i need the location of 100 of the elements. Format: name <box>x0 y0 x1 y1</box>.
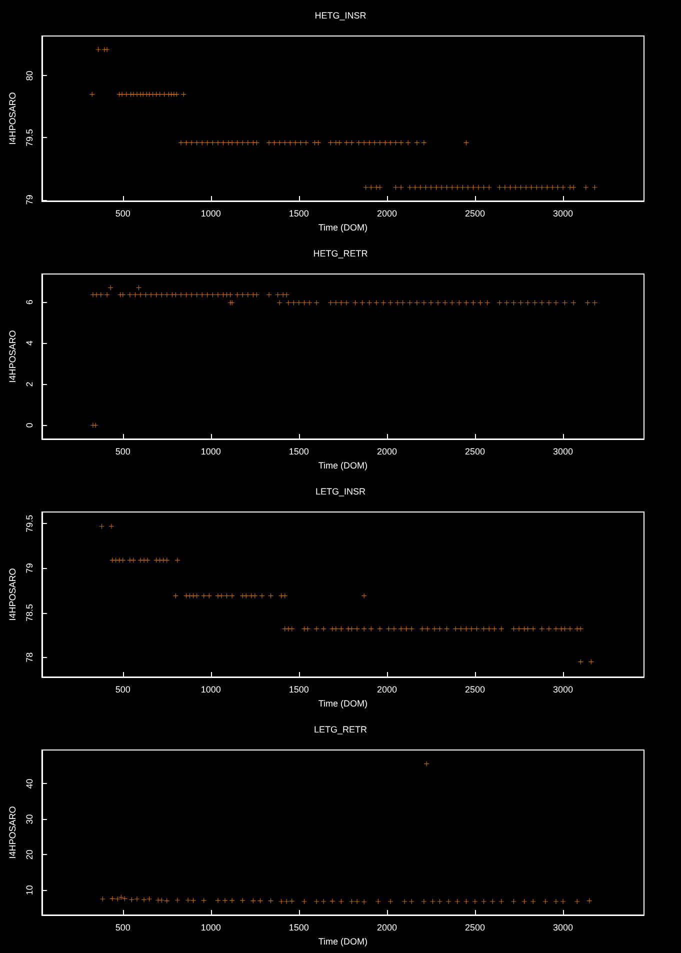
point <box>328 300 334 306</box>
point <box>534 184 540 190</box>
point <box>200 140 205 146</box>
point <box>178 292 184 298</box>
point <box>382 140 388 146</box>
x-tick-label: 500 <box>115 208 130 218</box>
point <box>571 184 576 190</box>
point <box>398 140 404 146</box>
point <box>305 626 310 632</box>
point <box>189 292 194 298</box>
point <box>90 92 95 97</box>
x-tick-label: 1000 <box>200 446 221 456</box>
point <box>407 300 412 306</box>
point <box>421 899 426 904</box>
point <box>508 184 513 190</box>
point <box>321 626 326 632</box>
point <box>289 898 294 904</box>
point <box>127 292 132 298</box>
point <box>302 300 307 306</box>
point <box>437 626 442 632</box>
point <box>586 898 592 904</box>
point <box>230 898 235 903</box>
point <box>173 593 178 598</box>
point <box>314 300 320 306</box>
point <box>298 140 304 146</box>
point <box>546 626 552 632</box>
point <box>395 300 400 306</box>
point <box>164 558 170 563</box>
point <box>530 899 536 904</box>
point <box>583 184 588 190</box>
point <box>428 300 434 306</box>
point <box>190 898 196 903</box>
point <box>314 626 320 632</box>
point <box>307 300 312 306</box>
point <box>478 300 483 306</box>
point <box>388 899 393 904</box>
point <box>282 593 288 598</box>
point <box>439 184 444 190</box>
point <box>344 140 349 146</box>
point <box>574 899 580 904</box>
point <box>146 896 152 902</box>
point <box>330 898 335 904</box>
point <box>402 899 408 904</box>
x-tick-label: 3000 <box>553 684 574 694</box>
point <box>377 184 382 190</box>
x-axis-title: Time (DOM) <box>318 936 368 946</box>
point <box>164 292 170 298</box>
y-tick-label: 10 <box>24 885 34 896</box>
point <box>245 140 250 146</box>
point <box>275 292 280 298</box>
point <box>120 292 126 298</box>
y-tick-label: 40 <box>24 778 34 789</box>
x-tick-label: 2000 <box>376 684 397 694</box>
point <box>321 899 326 904</box>
point <box>164 898 170 904</box>
point <box>174 898 180 903</box>
point <box>266 140 272 146</box>
point <box>222 898 228 903</box>
point <box>497 300 502 306</box>
x-tick-label: 1500 <box>288 446 309 456</box>
point <box>94 292 99 298</box>
point <box>421 300 426 306</box>
y-tick-label: 79.5 <box>24 128 34 146</box>
point <box>218 593 224 598</box>
chart-title: LETG_INSR <box>315 486 366 496</box>
point <box>460 184 466 190</box>
y-tick-label: 2 <box>24 382 34 387</box>
x-tick-label: 3000 <box>553 922 574 932</box>
point <box>240 898 246 903</box>
point <box>539 626 544 632</box>
point <box>259 593 264 598</box>
y-tick-label: 20 <box>24 850 34 860</box>
point <box>292 140 298 146</box>
point <box>215 140 220 146</box>
y-axis-title: I4HPOSARO <box>8 330 18 383</box>
point <box>254 140 260 146</box>
point <box>432 626 437 632</box>
point <box>539 184 544 190</box>
point <box>454 899 460 904</box>
point <box>96 47 101 52</box>
y-tick-label: 0 <box>24 422 34 428</box>
point <box>539 300 544 306</box>
point <box>393 184 398 190</box>
point <box>159 898 164 903</box>
point <box>511 899 516 904</box>
x-tick-label: 1500 <box>288 684 309 694</box>
point <box>434 184 439 190</box>
point <box>456 300 462 306</box>
point <box>328 140 334 146</box>
point <box>437 899 442 904</box>
point <box>184 292 189 298</box>
point <box>502 184 508 190</box>
point <box>349 140 354 146</box>
point <box>108 285 114 290</box>
point <box>278 899 284 904</box>
point <box>154 292 159 298</box>
point <box>464 140 469 146</box>
point <box>173 292 178 298</box>
point <box>522 899 527 904</box>
point <box>142 897 147 902</box>
